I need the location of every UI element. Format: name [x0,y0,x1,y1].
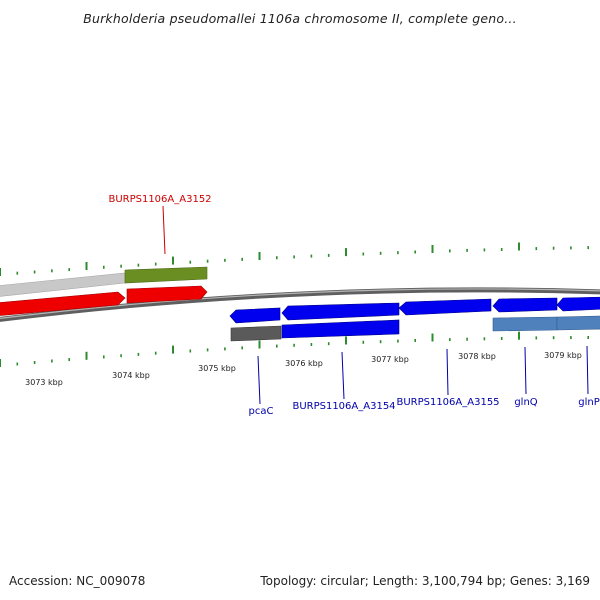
scale-label-3074: 3074 kbp [112,371,150,380]
leader-line-BURPS1106A_A3155 [446,348,449,396]
scale-label-3078: 3078 kbp [458,352,496,361]
page-title: Burkholderia pseudomallei 1106a chromoso… [83,11,517,26]
leader-line-pcaC [257,355,261,405]
scale-label-3073: 3073 kbp [25,378,63,387]
reverse-cds-glnQ[interactable] [492,297,558,313]
leader-line-BURPS1106A_A3154 [341,351,345,400]
reverse-cds-glnP[interactable] [556,296,600,312]
gene-label-glnP[interactable]: glnP [578,397,600,408]
leader-line-glnQ [524,346,527,395]
chromosome-backbone-highlight [0,288,600,319]
scale-label-3076: 3076 kbp [285,359,323,368]
inner-tick-row [0,331,590,367]
reverse-cds-BURPS1106A_A3155[interactable] [398,298,492,316]
scale-label-3079: 3079 kbp [544,351,582,360]
leader-line-BURPS1106A_A3152 [162,205,166,255]
leader-line-glnP [586,345,589,395]
reverse-gene-BURPS1106A_A3154[interactable] [281,319,400,339]
chromosome-backbone [0,287,600,322]
gene-label-BURPS1106A_A3154[interactable]: BURPS1106A_A3154 [292,401,395,412]
forward-gene-BURPS1106A_A3152[interactable] [124,266,208,284]
outer-tick-row [0,242,590,276]
footer-accession: Accession: NC_009078 [9,574,146,588]
reverse-gene-glnQ[interactable] [492,316,558,332]
forward-cds-BURPS1106A_A3152[interactable] [126,285,208,304]
gene-label-pcaC[interactable]: pcaC [249,406,274,417]
reverse-gene-pcaC[interactable] [230,325,282,342]
gene-label-glnQ[interactable]: glnQ [514,397,537,408]
gene-label-BURPS1106A_A3155[interactable]: BURPS1106A_A3155 [396,397,499,408]
reverse-gene-glnP[interactable] [556,315,600,331]
forward-cds-1[interactable] [0,291,126,316]
reverse-cds-BURPS1106A_A3154[interactable] [281,302,400,321]
scale-label-3075: 3075 kbp [198,364,236,373]
reverse-cds-pcaC[interactable] [229,307,281,324]
gene-label-BURPS1106A_A3152[interactable]: BURPS1106A_A3152 [108,194,211,205]
footer-summary: Topology: circular; Length: 3,100,794 bp… [260,574,590,588]
scale-label-3077: 3077 kbp [371,355,409,364]
